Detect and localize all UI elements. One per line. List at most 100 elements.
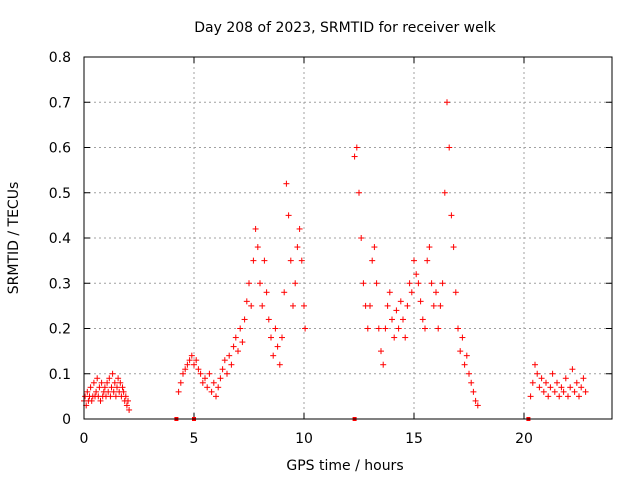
data-point (571, 388, 578, 395)
data-point (573, 379, 580, 386)
data-point (254, 244, 261, 251)
data-point (268, 334, 274, 341)
data-point (298, 257, 305, 264)
data-point (578, 384, 585, 391)
data-point (380, 361, 387, 368)
data-point (406, 280, 413, 287)
data-point (191, 361, 197, 368)
data-point (437, 302, 444, 309)
data-point (529, 379, 536, 386)
data-point (110, 388, 117, 395)
data-point (415, 280, 422, 287)
data-point (248, 302, 255, 309)
data-point (468, 379, 475, 386)
data-point (199, 379, 206, 386)
data-point (395, 325, 402, 332)
data-point (270, 352, 277, 359)
data-point (175, 388, 182, 395)
data-point (466, 370, 472, 377)
data-point (402, 334, 409, 341)
x-tick-label: 10 (295, 431, 313, 447)
data-point (290, 302, 296, 309)
data-point (126, 406, 133, 413)
data-point (534, 370, 541, 377)
data-point (101, 384, 108, 391)
data-point (228, 361, 235, 368)
data-point (188, 352, 195, 359)
data-point (556, 393, 563, 400)
y-tick-label: 0.1 (49, 367, 71, 383)
data-point (243, 298, 250, 305)
data-point (547, 384, 554, 391)
data-point (474, 402, 481, 409)
data-point (470, 388, 477, 395)
data-point (393, 307, 400, 314)
data-point (252, 225, 259, 232)
data-point (404, 302, 411, 309)
data-point (186, 357, 193, 364)
data-point (195, 366, 202, 373)
data-point (455, 325, 461, 332)
data-point (389, 316, 395, 323)
data-point (197, 370, 204, 377)
data-point (90, 379, 97, 386)
data-point (180, 370, 186, 377)
data-point (439, 280, 446, 287)
data-point (125, 397, 131, 404)
data-point (111, 379, 118, 386)
data-point (417, 298, 424, 305)
data-point (213, 393, 219, 400)
data-point (281, 289, 288, 296)
data-point (257, 280, 263, 287)
data-point (360, 280, 367, 287)
data-point (182, 366, 189, 373)
x-tick-label: 15 (405, 431, 423, 447)
data-point (104, 379, 111, 386)
data-point (109, 370, 116, 377)
data-point (115, 375, 122, 382)
data-point (384, 302, 391, 309)
data-point (208, 388, 215, 395)
data-point (461, 361, 468, 368)
data-point (119, 384, 126, 391)
data-point (364, 325, 371, 332)
data-point (114, 384, 120, 391)
data-point (450, 244, 457, 251)
data-point (276, 361, 283, 368)
data-point (428, 280, 435, 287)
data-point (424, 257, 431, 264)
data-point (204, 384, 211, 391)
y-tick-label: 0.3 (49, 276, 71, 292)
data-point (105, 388, 112, 395)
x-axis-ticks: 0 5 10 15 20 (80, 57, 533, 447)
data-point (283, 180, 290, 187)
data-point (117, 379, 124, 386)
data-point (459, 334, 466, 341)
data-point (527, 393, 534, 400)
data-point (206, 370, 213, 377)
data-point (413, 271, 420, 278)
data-point (296, 225, 303, 232)
data-point (292, 280, 299, 287)
data-point (373, 280, 380, 287)
y-tick-label: 0.2 (49, 322, 71, 338)
grid-lines (84, 57, 612, 419)
data-point (582, 388, 589, 395)
data-point (351, 153, 358, 160)
data-point (87, 384, 94, 391)
data-point (551, 388, 558, 395)
data-point (272, 325, 279, 332)
data-point (386, 289, 393, 296)
data-point (219, 366, 226, 373)
data-point (96, 384, 103, 391)
data-point (426, 244, 433, 251)
data-point (230, 343, 237, 350)
data-point (375, 325, 382, 332)
data-point (549, 370, 556, 377)
data-point (400, 316, 406, 323)
y-tick-label: 0.4 (49, 231, 71, 247)
data-point (569, 366, 576, 373)
data-point (433, 289, 439, 296)
data-point (576, 393, 582, 400)
